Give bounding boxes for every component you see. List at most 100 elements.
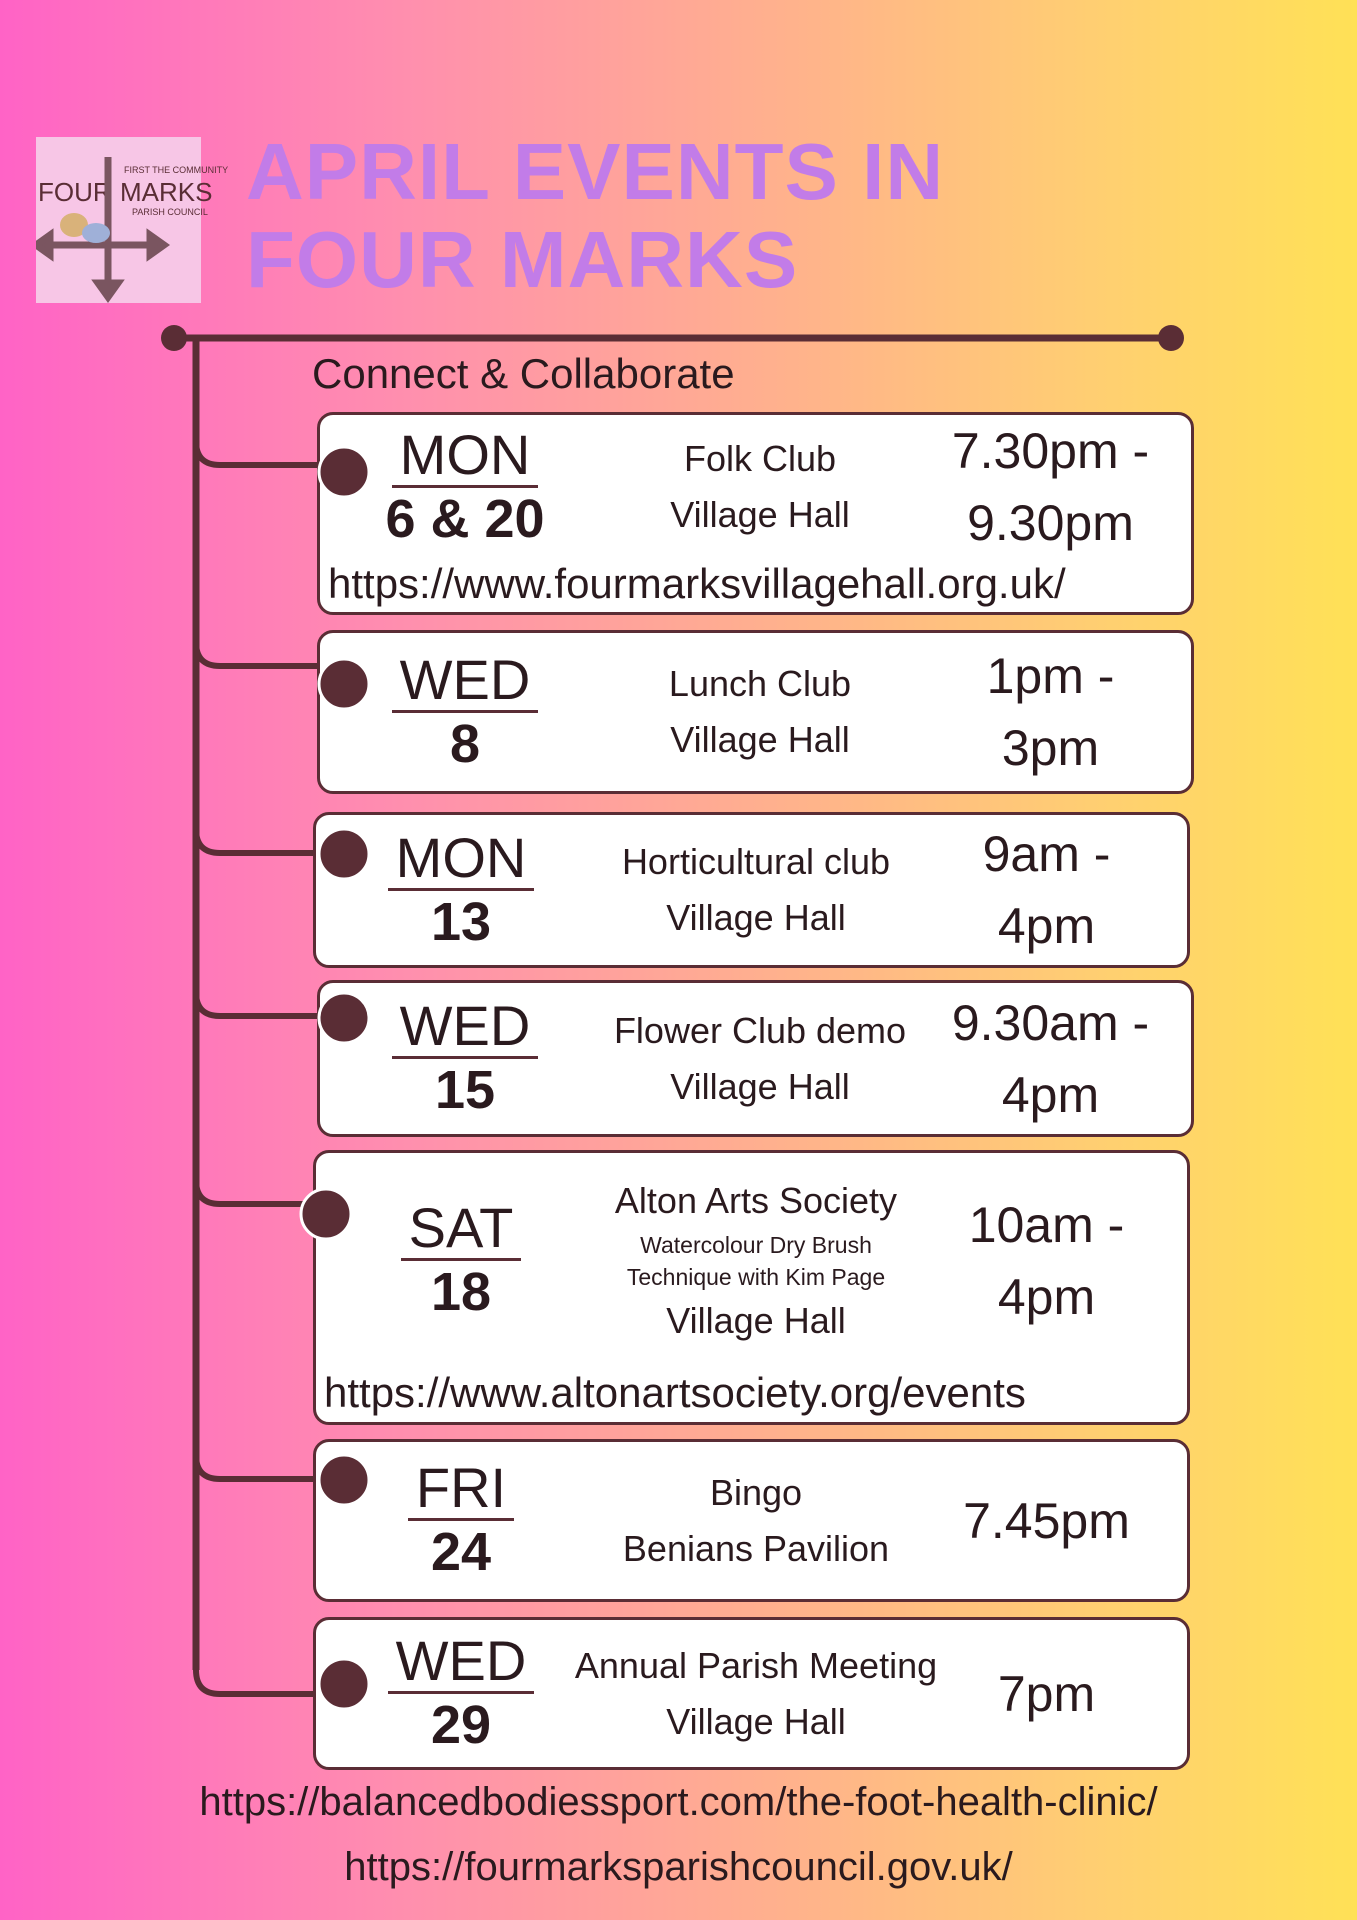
- day: WED: [391, 649, 539, 713]
- event-date: WED 29: [316, 1631, 606, 1756]
- event-card: MON 13 Horticultural club Village Hall 9am -…: [313, 812, 1190, 968]
- event-url: https://www.altonartsociety.org/events: [324, 1369, 1026, 1416]
- time: 4pm: [1001, 1066, 1100, 1123]
- event-name: Flower Club demo: [613, 1009, 907, 1051]
- event-date: SAT 18: [316, 1198, 606, 1323]
- event-info: Flower Club demo Village Hall: [610, 1003, 910, 1115]
- event-date: MON 6 & 20: [320, 424, 610, 550]
- time: 7.30pm -: [951, 423, 1150, 479]
- event-venue: Village Hall: [666, 897, 846, 938]
- event-name: Alton Arts Society: [614, 1179, 898, 1221]
- logo: FIRST THE COMMUNITY FOUR MARKS PARISH COUNC…: [36, 137, 228, 303]
- footer-link: https://fourmarksparishcouncil.gov.uk/: [344, 1845, 1013, 1889]
- timeline-branch: [193, 641, 317, 669]
- event-row: FRI 24 Bingo Benians Pavilion 7.45pm: [316, 1442, 1187, 1599]
- event-time: 7.45pm: [906, 1485, 1187, 1557]
- event-time: 7pm: [906, 1658, 1187, 1730]
- logo-text: FOUR: [38, 177, 112, 207]
- day: MON: [387, 827, 535, 891]
- event-info: Lunch Club Village Hall: [610, 656, 910, 768]
- event-name: Annual Parish Meeting: [574, 1644, 938, 1686]
- time: 4pm: [997, 898, 1096, 954]
- time: 9.30am -: [951, 994, 1150, 1051]
- event-time: 9.30am - 4pm: [910, 987, 1191, 1131]
- title-line: APRIL EVENTS IN: [246, 127, 945, 216]
- time: 1pm -: [986, 648, 1115, 704]
- logo-text: MARKS: [120, 177, 213, 207]
- timeline-branch: [193, 1669, 313, 1697]
- event-name: Lunch Club: [668, 663, 852, 704]
- date: 29: [430, 1695, 492, 1755]
- title: APRIL EVENTS IN FOUR MARKS: [246, 128, 944, 304]
- event-date: FRI 24: [316, 1458, 606, 1583]
- event-card: WED 8 Lunch Club Village Hall 1pm - 3pm: [317, 630, 1194, 794]
- time: 7pm: [997, 1665, 1096, 1722]
- event-detail: Watercolour Dry Brush: [640, 1231, 872, 1258]
- event-date: WED 15: [320, 996, 610, 1121]
- event-date: MON 13: [316, 827, 606, 953]
- date: 6 & 20: [385, 488, 545, 549]
- date: 13: [430, 891, 492, 952]
- event-info: Bingo Benians Pavilion: [606, 1465, 906, 1577]
- event-date: WED 8: [320, 649, 610, 775]
- event-venue: Village Hall: [670, 1065, 850, 1107]
- event-row: WED 15 Flower Club demo Village Hall 9.30am …: [320, 983, 1191, 1134]
- event-name: Bingo: [709, 1471, 803, 1513]
- event-row: SAT 18 Alton Arts Society Watercolour Dry B…: [316, 1153, 1187, 1368]
- event-venue: Village Hall: [670, 494, 850, 535]
- title-line: FOUR MARKS: [246, 215, 799, 304]
- subtitle: Connect & Collaborate: [312, 350, 735, 397]
- date: 24: [430, 1522, 492, 1582]
- time: 9am -: [982, 826, 1111, 882]
- day: WED: [391, 996, 539, 1059]
- footer-link: https://balancedbodiessport.com/the-foot…: [199, 1780, 1158, 1824]
- day: WED: [387, 1631, 535, 1694]
- time: 7.45pm: [963, 1492, 1130, 1549]
- timeline-branch: [193, 1454, 313, 1482]
- time: 3pm: [1001, 720, 1100, 776]
- event-info: Folk Club Village Hall: [610, 431, 910, 543]
- time: 10am -: [968, 1196, 1125, 1253]
- event-venue: Village Hall: [666, 1700, 846, 1742]
- event-time: 7.30pm - 9.30pm: [910, 415, 1191, 559]
- event-row: WED 8 Lunch Club Village Hall 1pm - 3pm: [320, 633, 1191, 791]
- event-time: 9am - 4pm: [906, 818, 1187, 962]
- timeline-branch: [193, 440, 317, 468]
- day: SAT: [400, 1198, 522, 1261]
- timeline-branch: [193, 1179, 313, 1207]
- logo-text: FIRST THE COMMUNITY: [124, 165, 229, 175]
- event-card: WED 29 Annual Parish Meeting Village Hall 7p…: [313, 1617, 1190, 1770]
- day: FRI: [407, 1458, 515, 1521]
- event-card: MON 6 & 20 Folk Club Village Hall 7.30pm - 9.…: [317, 412, 1194, 615]
- event-card: FRI 24 Bingo Benians Pavilion 7.45pm: [313, 1439, 1190, 1602]
- logo-text: PARISH COUNCIL: [132, 207, 208, 217]
- timeline-branch: [193, 828, 313, 856]
- timeline-branch: [193, 991, 317, 1019]
- event-row: WED 29 Annual Parish Meeting Village Hall 7p…: [316, 1620, 1187, 1767]
- event-url: https://www.fourmarksvillagehall.org.uk/: [328, 560, 1066, 607]
- event-time: 10am - 4pm: [906, 1189, 1187, 1333]
- date: 8: [449, 713, 481, 774]
- event-card: WED 15 Flower Club demo Village Hall 9.30am …: [317, 980, 1194, 1137]
- timeline-end: [1158, 325, 1184, 351]
- event-info: Horticultural club Village Hall: [606, 834, 906, 946]
- time: 4pm: [997, 1268, 1096, 1325]
- event-name: Folk Club: [683, 438, 837, 479]
- time: 9.30pm: [967, 495, 1134, 551]
- event-row: MON 13 Horticultural club Village Hall 9am -…: [316, 815, 1187, 965]
- event-info: Annual Parish Meeting Village Hall: [575, 1638, 937, 1750]
- event-venue: Village Hall: [666, 1299, 846, 1341]
- day: MON: [391, 424, 539, 488]
- date: 15: [434, 1060, 496, 1120]
- event-venue: Village Hall: [670, 719, 850, 760]
- logo-icon: [36, 157, 171, 303]
- event-row: MON 6 & 20 Folk Club Village Hall 7.30pm - 9.…: [320, 415, 1191, 559]
- event-venue: Benians Pavilion: [622, 1527, 890, 1569]
- event-time: 1pm - 3pm: [910, 640, 1191, 784]
- event-info: Alton Arts Society Watercolour Dry Brush T…: [606, 1173, 906, 1349]
- timeline-end: [161, 325, 187, 351]
- event-name: Horticultural club: [621, 841, 891, 882]
- event-detail: Technique with Kim Page: [626, 1263, 886, 1290]
- event-card: SAT 18 Alton Arts Society Watercolour Dry B…: [313, 1150, 1190, 1425]
